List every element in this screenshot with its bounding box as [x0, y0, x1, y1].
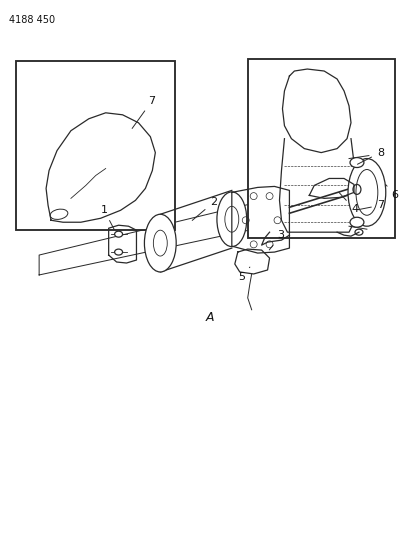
Ellipse shape: [216, 192, 246, 247]
Text: 6: 6: [385, 184, 398, 200]
Ellipse shape: [347, 158, 385, 226]
Bar: [247, 59, 394, 238]
Ellipse shape: [144, 214, 176, 272]
Ellipse shape: [349, 158, 363, 167]
Text: A: A: [205, 311, 213, 324]
Text: 2: 2: [192, 197, 216, 221]
Ellipse shape: [115, 231, 122, 237]
Ellipse shape: [115, 249, 122, 255]
Bar: [16, 61, 175, 230]
Text: 7: 7: [132, 96, 155, 128]
Ellipse shape: [352, 184, 360, 195]
Text: 7: 7: [357, 200, 383, 211]
Text: 5: 5: [237, 267, 249, 282]
Ellipse shape: [349, 217, 363, 227]
Text: 4: 4: [338, 192, 357, 214]
Text: 3: 3: [269, 230, 284, 250]
Text: 4188 450: 4188 450: [9, 15, 55, 25]
Text: 8: 8: [357, 148, 383, 164]
Text: 1: 1: [101, 205, 114, 230]
